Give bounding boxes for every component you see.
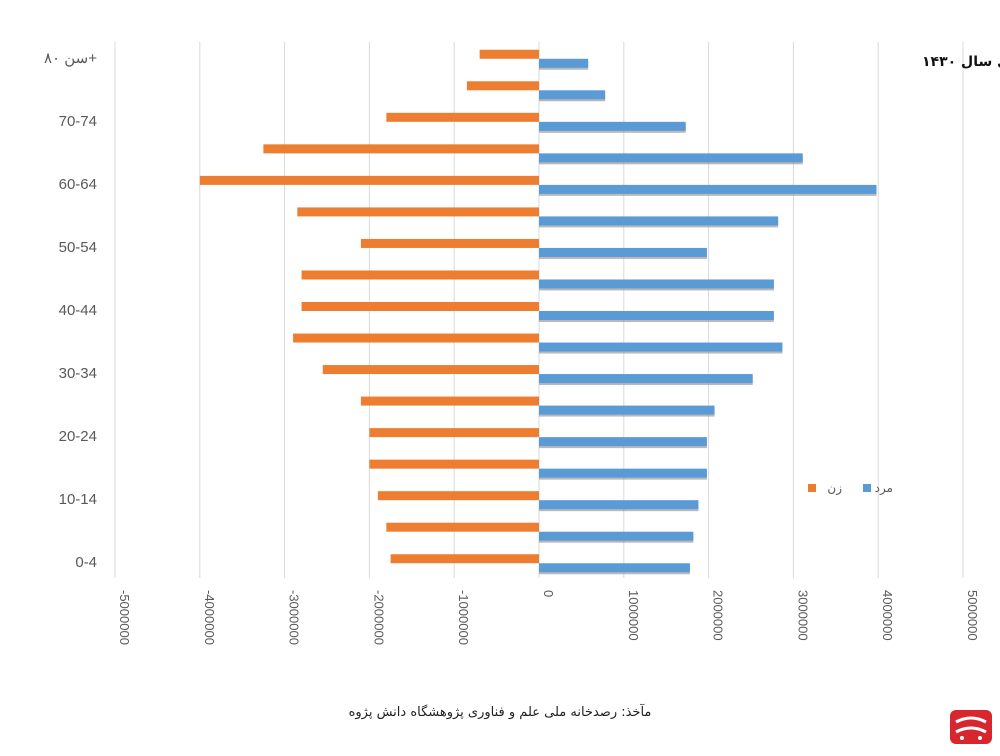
- y-tick-label: 20-24: [59, 428, 97, 445]
- x-tick-label: -4000000: [202, 590, 217, 645]
- bar-male: [539, 90, 606, 100]
- bar-female: [369, 428, 539, 438]
- y-tick-label: 40-44: [59, 302, 97, 319]
- bar-female: [479, 49, 539, 59]
- bar-female: [322, 365, 539, 375]
- x-tick-label: -3000000: [287, 590, 302, 645]
- bar-male: [539, 247, 707, 257]
- bar-male: [539, 184, 877, 194]
- bar-male: [539, 531, 694, 541]
- x-tick-label: 5000000: [965, 590, 980, 641]
- x-tick-label: 2000000: [711, 590, 726, 641]
- x-tick-label: 4000000: [880, 590, 895, 641]
- legend-swatch-male: [863, 484, 871, 492]
- x-tick-label: 1000000: [626, 590, 641, 641]
- bar-male: [539, 279, 774, 289]
- bar-female: [301, 270, 539, 280]
- x-tick-label: -5000000: [117, 590, 132, 645]
- bar-female: [369, 459, 539, 469]
- bar-male: [539, 405, 715, 415]
- x-tick-label: -2000000: [371, 590, 386, 645]
- persian-khodro-logo: [950, 710, 992, 744]
- bar-female: [360, 238, 539, 248]
- bar-male: [539, 374, 753, 384]
- bar-female: [466, 81, 539, 91]
- x-tick-label: 0: [541, 590, 556, 597]
- x-tick-label: -1000000: [456, 590, 471, 645]
- bar-female: [263, 144, 539, 154]
- bar-male: [539, 153, 803, 163]
- y-tick-label: 70-74: [59, 113, 97, 130]
- y-axis-tick-labels: 0-4 10-14 20-24 30-34 40-44 50-54 60-64 70-74 سن…: [44, 50, 97, 571]
- bar-male: [539, 437, 707, 447]
- legend-label-male: مرد: [875, 481, 893, 496]
- y-tick-label: 10-14: [59, 491, 97, 508]
- legend-swatch-female: [808, 484, 816, 492]
- bar-male: [539, 468, 707, 478]
- x-axis-tick-labels: -5000000 -4000000 -3000000 -2000000 -1000000…: [117, 590, 980, 645]
- bar-female: [386, 522, 539, 532]
- bar-female: [199, 175, 540, 185]
- bar-male: [539, 121, 686, 131]
- y-tick-label: 0-4: [75, 554, 97, 571]
- bar-female: [377, 491, 539, 501]
- source-caption: مآخذ: رصدخانه ملی علم و فناوری پژوهشگاه …: [348, 705, 652, 720]
- chart-bars: [199, 49, 877, 575]
- bar-female: [297, 207, 539, 217]
- bar-female: [390, 554, 539, 564]
- bar-female: [386, 112, 539, 122]
- bar-male: [539, 500, 699, 510]
- y-tick-label: 60-64: [59, 176, 97, 193]
- x-tick-label: 3000000: [795, 590, 810, 641]
- bar-male: [539, 58, 589, 68]
- bar-female: [301, 302, 539, 311]
- bar-female: [360, 396, 539, 406]
- bar-male: [539, 216, 779, 226]
- bar-female: [293, 333, 539, 343]
- bar-male: [539, 342, 783, 352]
- y-tick-label: 30-34: [59, 365, 97, 382]
- chart-title: نمودار(۲) پیش بینی هرم جمعیتی سال ۱۴۳۰: [922, 54, 1000, 70]
- legend-label-female: زن: [827, 481, 842, 496]
- population-pyramid-chart: 0-4 10-14 20-24 30-34 40-44 50-54 60-64 70-74 سن…: [44, 42, 1000, 645]
- y-tick-label: سن ۸۰+: [44, 50, 97, 67]
- y-tick-label: 50-54: [59, 239, 97, 256]
- bar-male: [539, 311, 774, 320]
- chart-legend: مرد زن: [808, 481, 893, 496]
- bar-male: [539, 563, 690, 573]
